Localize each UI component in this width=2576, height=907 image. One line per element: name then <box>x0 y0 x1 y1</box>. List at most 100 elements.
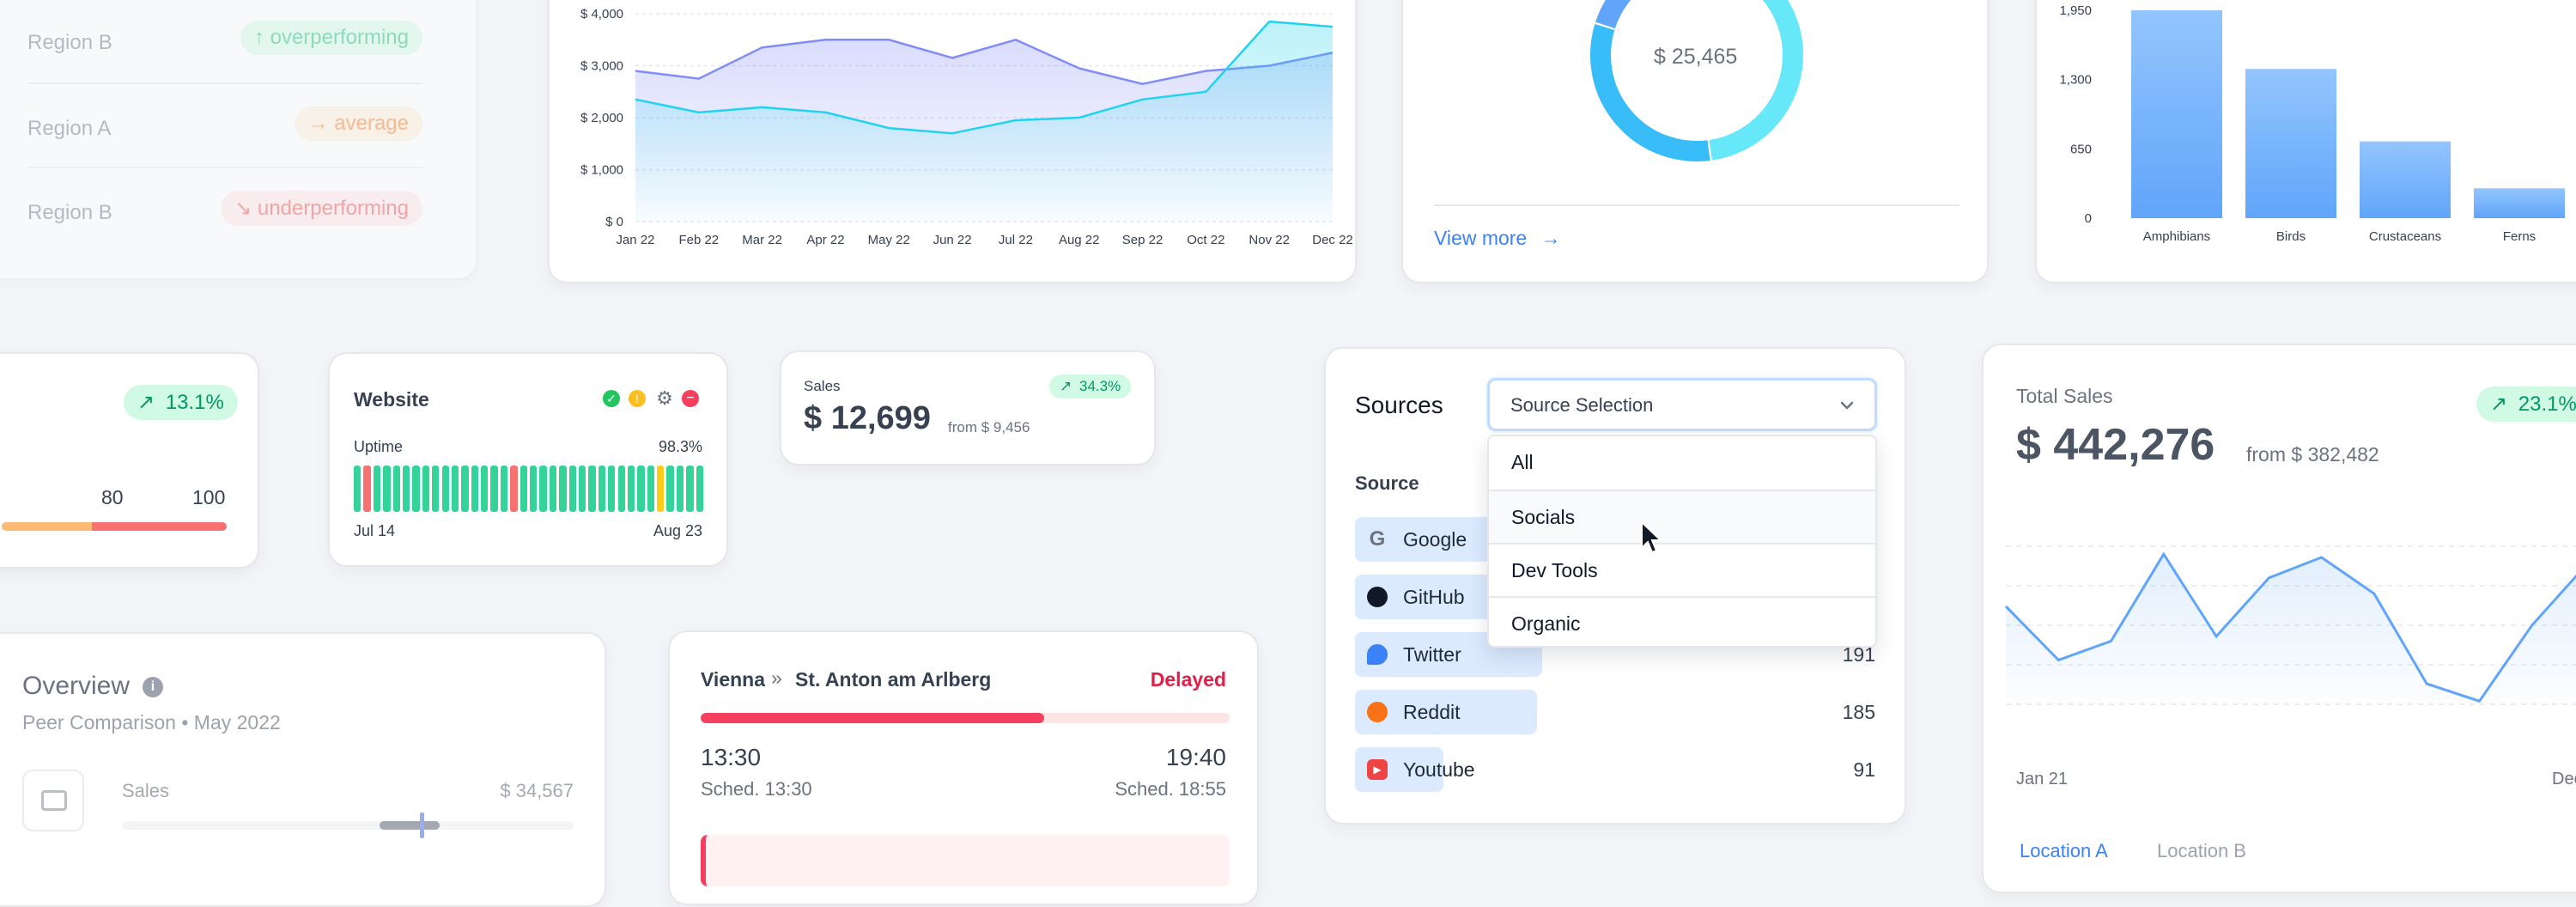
source-row-reddit[interactable]: Reddit 185 <box>1355 690 1875 734</box>
info-icon[interactable]: i <box>143 677 163 697</box>
website-title: Website <box>354 388 429 411</box>
uptime-day-bar[interactable] <box>392 466 400 512</box>
y-tick-label: $ 0 <box>605 215 623 229</box>
uptime-day-bar[interactable] <box>500 466 508 512</box>
wallet-icon <box>41 790 67 811</box>
uptime-day-bar[interactable] <box>637 466 645 512</box>
uptime-day-bar[interactable] <box>627 466 635 512</box>
uptime-day-bar[interactable] <box>578 466 586 512</box>
progress-segment-red <box>91 522 227 531</box>
uptime-day-bar[interactable] <box>490 466 498 512</box>
uptime-day-bar[interactable] <box>432 466 440 512</box>
chart-end-date: Dec 2 <box>2552 770 2576 788</box>
series-area <box>635 21 1333 222</box>
region-status-label: average <box>334 112 409 135</box>
uptime-day-bar[interactable] <box>568 466 576 512</box>
uptime-day-bar[interactable] <box>549 466 557 512</box>
tab-location-a[interactable]: Location A <box>2020 840 2108 861</box>
check-icon[interactable]: ✓ <box>603 390 620 407</box>
x-tick-label: Apr 22 <box>806 233 844 247</box>
uptime-day-bar[interactable] <box>402 466 410 512</box>
uptime-day-bar[interactable] <box>451 466 459 512</box>
tab-location-b[interactable]: Location B <box>2157 840 2246 861</box>
y-tick-label: 0 <box>2085 211 2092 226</box>
uptime-day-bar[interactable] <box>686 466 694 512</box>
source-label: Google <box>1403 528 1467 551</box>
x-tick-label: Feb 22 <box>678 233 719 247</box>
bar <box>2131 10 2222 218</box>
reddit-icon <box>1367 702 1388 722</box>
divider <box>1434 204 1959 206</box>
y-tick-label: 650 <box>2070 142 2092 156</box>
warning-icon[interactable]: ! <box>629 390 646 407</box>
uptime-day-bar[interactable] <box>383 466 391 512</box>
source-label: Twitter <box>1403 643 1461 666</box>
uptime-day-bar[interactable] <box>530 466 538 512</box>
x-tick-label: Aug 22 <box>1059 233 1100 247</box>
uptime-day-bar[interactable] <box>373 466 381 512</box>
bar-chart-card: 0 650 1,300 1,950 Amphibians Birds Crustaceans… <box>2035 0 2576 283</box>
uptime-day-bar[interactable] <box>647 466 655 512</box>
option-organic[interactable]: Organic <box>1489 596 1875 646</box>
x-tick-label: Jan 22 <box>616 233 654 247</box>
uptime-day-bar[interactable] <box>539 466 547 512</box>
uptime-day-bar[interactable] <box>676 466 684 512</box>
x-tick-label: Jun 22 <box>933 233 972 247</box>
region-status-card: Region B ↑ overperforming Region A → ave… <box>0 0 477 280</box>
source-label: Youtube <box>1403 758 1475 781</box>
view-more-link[interactable]: View more → <box>1434 227 1561 250</box>
sales-label: Sales <box>804 378 841 394</box>
x-tick-label: Crustaceans <box>2369 229 2441 244</box>
uptime-day-bar[interactable] <box>617 466 625 512</box>
github-icon <box>1367 587 1388 607</box>
divider <box>27 82 422 84</box>
option-socials[interactable]: Socials <box>1489 490 1875 543</box>
option-all[interactable]: All <box>1489 436 1875 490</box>
arrow-right-icon: → <box>1540 227 1561 249</box>
uptime-day-bar[interactable] <box>608 466 616 512</box>
uptime-day-bar[interactable] <box>657 466 665 512</box>
uptime-day-bar[interactable] <box>354 466 361 512</box>
uptime-day-bar[interactable] <box>598 466 606 512</box>
uptime-day-bar[interactable] <box>510 466 518 512</box>
uptime-day-bar[interactable] <box>588 466 596 512</box>
region-row: Region B ↑ overperforming <box>27 12 422 81</box>
uptime-day-bar[interactable] <box>481 466 489 512</box>
source-selection-select[interactable]: Source Selection <box>1487 378 1877 431</box>
overview-title: Overview <box>22 672 131 700</box>
gear-icon[interactable]: ⚙ <box>656 387 673 409</box>
departure-time: 13:30 <box>701 744 762 770</box>
route-separator-icon: » <box>771 667 782 689</box>
arrow-up-icon: ↑ <box>253 26 264 49</box>
uptime-day-bar[interactable] <box>696 466 703 512</box>
uptime-day-bar[interactable] <box>363 466 371 512</box>
y-tick-label: 1,300 <box>2059 73 2092 88</box>
journey-progress-track <box>701 713 1230 723</box>
line-area <box>2006 554 2576 704</box>
uptime-day-bar[interactable] <box>666 466 674 512</box>
region-status-badge: ↑ overperforming <box>240 21 422 55</box>
progress-card: ↗ 13.1% 80 100 <box>0 352 259 569</box>
uptime-day-bar[interactable] <box>519 466 527 512</box>
sources-column-header: Source <box>1355 472 1419 494</box>
option-dev-tools[interactable]: Dev Tools <box>1489 543 1875 596</box>
uptime-label: Uptime <box>354 438 404 455</box>
chevron-down-icon <box>1840 401 1854 410</box>
region-status-label: overperforming <box>270 26 409 49</box>
uptime-day-bar[interactable] <box>471 466 479 512</box>
uptime-day-bar[interactable] <box>559 466 567 512</box>
revenue-area-chart-card: $ 0 $ 1,000 $ 2,000 $ 3,000 $ 4,000 Jan 22 Feb… <box>548 0 1357 283</box>
total-sales-card: Total Sales ↗ 23.1% $ 442,276 from $ 382… <box>1982 344 2576 893</box>
y-tick-label: $ 4,000 <box>580 7 623 21</box>
uptime-day-bar[interactable] <box>461 466 469 512</box>
uptime-day-bar[interactable] <box>422 466 430 512</box>
arrow-down-right-icon: ↘ <box>234 197 252 220</box>
bar-chart: 0 650 1,300 1,950 Amphibians Birds Crustaceans… <box>2059 3 2565 244</box>
remove-icon[interactable]: − <box>682 390 699 407</box>
source-row-youtube[interactable]: ▶ Youtube 91 <box>1355 747 1875 792</box>
uptime-day-bar[interactable] <box>412 466 420 512</box>
comparison-range <box>380 821 440 830</box>
donut-slice <box>1595 0 1631 29</box>
x-tick-label: May 22 <box>868 233 910 247</box>
uptime-day-bar[interactable] <box>441 466 449 512</box>
